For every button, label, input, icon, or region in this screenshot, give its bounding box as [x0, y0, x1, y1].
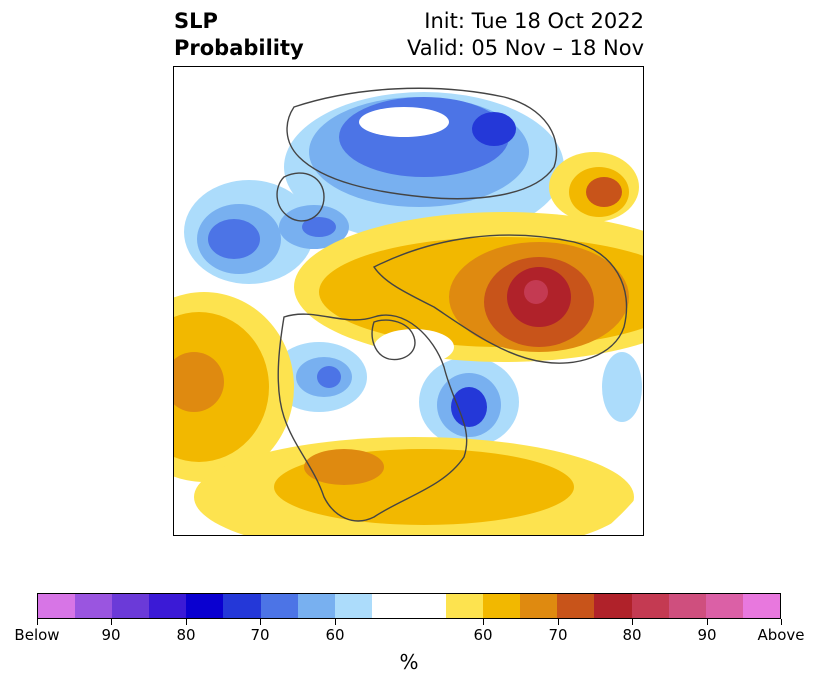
title-line-2: Probability	[174, 36, 304, 60]
color-scale-segment	[520, 594, 558, 618]
coastlines	[276, 87, 628, 522]
below-normal-anomaly-arctic	[284, 92, 564, 242]
below-normal-anomaly-east-na	[419, 352, 642, 447]
below-normal-anomaly-west-na	[271, 342, 367, 412]
map-title: SLP Probability	[174, 8, 304, 62]
color-scale-segment	[483, 594, 521, 618]
north-america-outline	[277, 313, 468, 522]
color-scale-segment	[668, 594, 706, 618]
color-scale-tick-label: Below	[14, 626, 60, 644]
color-scale-bar	[37, 593, 781, 619]
color-scale-tick-label: 60	[473, 626, 493, 644]
color-scale-tick	[186, 619, 187, 625]
color-scale-tick-label: Above	[757, 626, 805, 644]
color-scale-tick	[707, 619, 708, 625]
above-normal-anomaly-atlantic	[174, 292, 634, 535]
pacific-island-outline	[276, 172, 325, 222]
init-date: Init: Tue 18 Oct 2022	[424, 9, 644, 33]
polar-map	[174, 87, 643, 535]
color-scale-segment	[334, 594, 372, 618]
valid-range: Valid: 05 Nov – 18 Nov	[407, 36, 644, 60]
color-scale-tick-label: 60	[325, 626, 345, 644]
color-scale-segment	[371, 594, 447, 618]
map-panel	[173, 66, 644, 536]
color-scale-segment	[446, 594, 484, 618]
color-scale-segment	[631, 594, 669, 618]
color-scale-tick-label: 70	[548, 626, 568, 644]
color-scale-segment	[705, 594, 743, 618]
color-scale-segment	[112, 594, 150, 618]
color-scale-tick	[111, 619, 112, 625]
color-scale-tick	[781, 619, 782, 625]
arctic-outline	[286, 87, 558, 200]
color-scale-tick	[558, 619, 559, 625]
color-scale-tick-label: 70	[250, 626, 270, 644]
color-scale-segment	[75, 594, 113, 618]
color-scale-segment	[557, 594, 595, 618]
units-label: %	[399, 650, 419, 674]
below-normal-anomaly-pacific	[184, 180, 349, 284]
color-scale-segment	[186, 594, 224, 618]
color-scale-tick-label: 90	[697, 626, 717, 644]
color-scale-tick-label: 80	[622, 626, 642, 644]
color-scale-segment	[260, 594, 298, 618]
color-scale-segment	[297, 594, 335, 618]
color-scale-segment	[742, 594, 780, 618]
color-scale-tick	[260, 619, 261, 625]
greenland-outline	[371, 319, 416, 361]
date-info: Init: Tue 18 Oct 2022 Valid: 05 Nov – 18…	[407, 8, 644, 62]
color-scale-tick	[37, 619, 38, 625]
color-scale-tick	[632, 619, 633, 625]
color-scale-segment	[38, 594, 76, 618]
color-scale-tick	[483, 619, 484, 625]
color-scale-tick-label: 90	[101, 626, 121, 644]
above-normal-anomaly-eurasia	[294, 152, 643, 362]
color-scale-segment	[149, 594, 187, 618]
color-scale-tick	[335, 619, 336, 625]
color-scale-segment	[594, 594, 632, 618]
title-line-1: SLP	[174, 9, 218, 33]
eurasia-outline	[372, 234, 628, 364]
color-scale-tick-label: 80	[176, 626, 196, 644]
color-scale-segment	[223, 594, 261, 618]
